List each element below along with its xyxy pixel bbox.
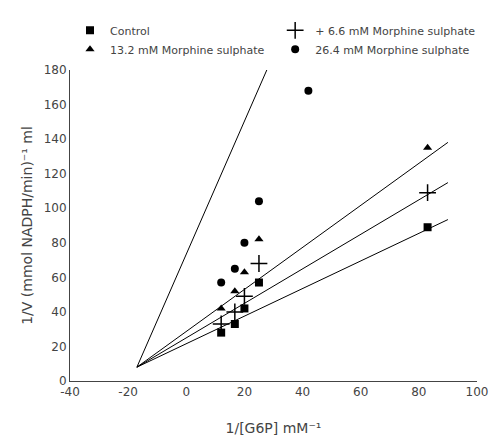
svg-text:100: 100 [466,385,489,399]
svg-text:-20: -20 [118,385,138,399]
svg-text:13.2 mM Morphine sulphate: 13.2 mM Morphine sulphate [110,44,264,57]
svg-text:180: 180 [44,63,67,77]
svg-text:40: 40 [51,305,66,319]
svg-text:60: 60 [51,271,66,285]
svg-text:1/[G6P] mM⁻¹: 1/[G6P] mM⁻¹ [226,420,322,436]
svg-text:20: 20 [237,385,252,399]
svg-text:100: 100 [44,201,67,215]
svg-text:26.4 mM Morphine sulphate: 26.4 mM Morphine sulphate [315,44,469,57]
svg-text:80: 80 [51,236,66,250]
svg-text:60: 60 [353,385,368,399]
svg-text:20: 20 [51,340,66,354]
svg-text:0: 0 [182,385,190,399]
svg-text:40: 40 [295,385,310,399]
svg-text:120: 120 [44,167,67,181]
svg-text:160: 160 [44,98,67,112]
svg-text:1/V (mmol NADPH/min)⁻¹ ml: 1/V (mmol NADPH/min)⁻¹ ml [19,126,35,325]
svg-text:80: 80 [411,385,426,399]
svg-text:+ 6.6 mM Morphine sulphate: + 6.6 mM Morphine sulphate [315,25,475,38]
svg-text:Control: Control [110,25,150,38]
svg-text:140: 140 [44,132,67,146]
svg-text:0: 0 [59,374,67,388]
svg-text:-40: -40 [60,385,80,399]
